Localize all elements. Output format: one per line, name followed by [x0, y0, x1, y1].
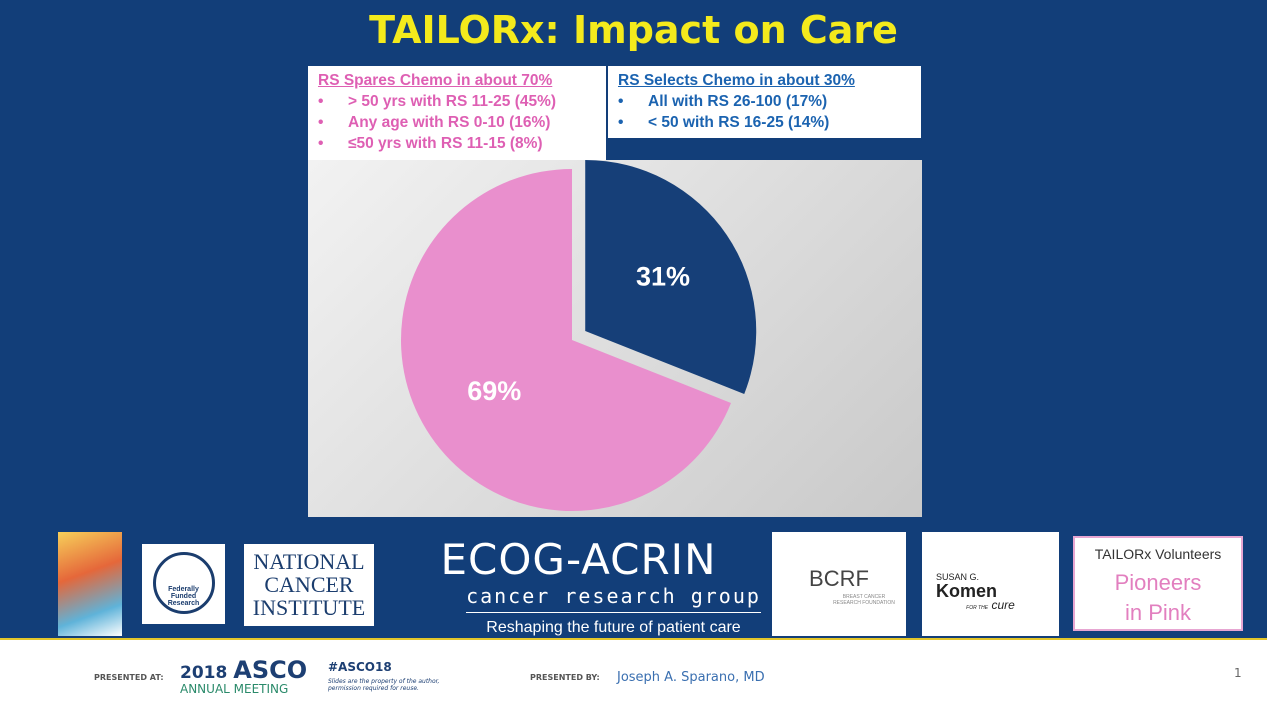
annotation-item: All with RS 26-100 (17%): [618, 91, 911, 112]
notice: Slides are the property of the author, p…: [328, 678, 440, 692]
chart-title: TAILORx: Impact on Care: [369, 8, 898, 52]
annotation-item: < 50 with RS 16-25 (14%): [618, 112, 911, 133]
federal-logo: Federally Funded Research: [142, 544, 225, 624]
asco-year: 2018: [180, 663, 228, 683]
pioneers-head: TAILORx Volunteers: [1094, 546, 1222, 562]
journal-logo: [58, 532, 122, 636]
value-label: 69%: [467, 376, 521, 406]
presented-by: PRESENTED BY:: [530, 673, 600, 682]
annotation-item: ≤50 yrs with RS 11-15 (8%): [318, 133, 596, 154]
pie-slice: [401, 169, 731, 511]
presenter: Joseph A. Sparano, MD: [617, 670, 765, 685]
komen-for: FOR THE: [966, 605, 989, 611]
bcrf-sub: BREAST CANCER RESEARCH FOUNDATION: [833, 594, 895, 606]
value-label: 31%: [636, 261, 690, 291]
ecog-name: ECOG-ACRIN: [440, 535, 717, 584]
pie-slice: [585, 160, 757, 394]
pioneers-logo: TAILORx Volunteers Pioneers in Pink: [1073, 536, 1243, 631]
bcrf-logo: BCRF BREAST CANCER RESEARCH FOUNDATION: [772, 532, 906, 636]
asco-meeting: ANNUAL MEETING: [180, 682, 289, 696]
ecog-logo: ECOG-ACRIN cancer research group Reshapi…: [396, 536, 761, 637]
ecog-sub: cancer research group: [466, 584, 761, 613]
annotation-box: RS Spares Chemo in about 70% > 50 yrs wit…: [308, 66, 606, 160]
annotation-heading: RS Spares Chemo in about 70%: [318, 72, 553, 89]
federal-text: Federally Funded Research: [152, 552, 215, 614]
annotation-box: RS Selects Chemo in about 30% All with RS…: [608, 66, 921, 138]
asco: ASCO: [233, 656, 308, 684]
nci-logo: NATIONAL CANCER INSTITUTE: [244, 544, 374, 626]
komen-cure: cure: [991, 598, 1015, 612]
presented-at: PRESENTED AT:: [94, 673, 164, 682]
annotation-heading: RS Selects Chemo in about 30%: [618, 72, 855, 89]
pioneers-text: Pioneers in Pink: [1114, 570, 1202, 625]
hashtag: #ASCO18: [328, 660, 392, 674]
komen-logo: SUSAN G. Komen FOR THE cure: [922, 532, 1059, 636]
annotation-item: Any age with RS 0-10 (16%): [318, 112, 596, 133]
komen-name: Komen: [936, 581, 998, 601]
footer: PRESENTED AT: 2018 ASCO ANNUAL MEETING #…: [0, 638, 1267, 709]
pie-chart: 31% 69%: [401, 160, 757, 511]
annotation-item: > 50 yrs with RS 11-25 (45%): [318, 91, 596, 112]
plot-area: 31% 69%: [308, 160, 922, 517]
page-number: 1: [1234, 666, 1242, 680]
komen-top: SUSAN G.: [936, 572, 980, 582]
bcrf-name: BCRF: [809, 566, 869, 591]
ecog-tagline: Reshaping the future of patient care: [486, 619, 741, 636]
